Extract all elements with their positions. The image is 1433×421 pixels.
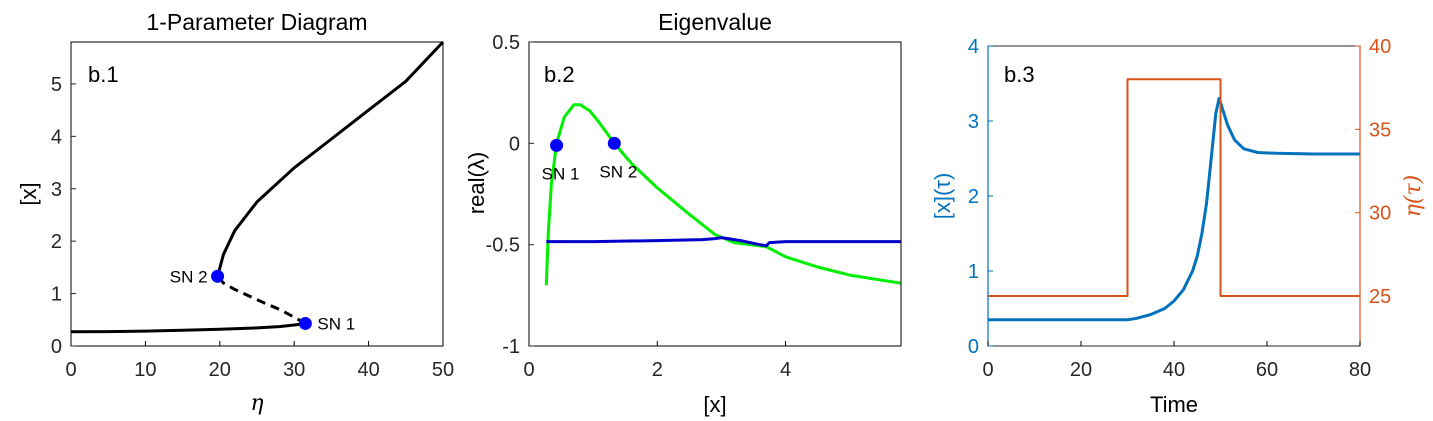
panel3-line-x-response	[988, 97, 1360, 322]
panel1-ytick-label: 4	[51, 126, 62, 148]
panel3-xlabel: Time	[1150, 392, 1198, 417]
panel3-ylabel-left: [x](τ)	[930, 173, 955, 220]
panel1-xtick-label: 20	[209, 359, 231, 381]
panel2-ytick-label: 0	[509, 133, 520, 155]
panel3-left-ytick-label: 4	[968, 36, 979, 58]
panel2-xtick-label: 0	[523, 359, 534, 381]
panel-b3: 0 20 40 60 80 0 1 2 3 4 25 30 35 40 b.3 Time [x](τ) η…	[930, 36, 1426, 417]
panel2-line-eigenvalue-2	[546, 236, 901, 248]
panel2-ytick-label: 0.5	[492, 32, 520, 54]
panel1-point-sn2	[211, 269, 225, 283]
panel1-ytick-label: 0	[51, 336, 62, 358]
panel1-ytick-label: 2	[51, 231, 62, 253]
panel1-label: b.1	[88, 62, 119, 87]
panel2-ticks: 0 2 4 -1 -0.5 0 0.5	[486, 32, 792, 381]
panel1-xlabel: η	[250, 391, 263, 416]
panel1-line-stable-upper	[216, 40, 445, 277]
panel1-xtick-label: 30	[283, 359, 305, 381]
panel2-label: b.2	[544, 62, 575, 87]
panel2-point-sn2	[607, 136, 621, 150]
panel2-axes-box	[528, 41, 902, 347]
panel3-left-ytick-label: 2	[968, 186, 979, 208]
panel1-axes-box	[70, 41, 444, 347]
panel1-point-label: SN 1	[317, 314, 355, 333]
panel1-line-unstable	[216, 275, 307, 325]
panel1-xtick-label: 50	[432, 359, 454, 381]
panel1-point-sn1	[298, 316, 312, 330]
panel1-ylabel: [x]	[16, 182, 41, 205]
panel2-xlabel: [x]	[703, 392, 726, 417]
panel1-ticks: 0 10 20 30 40 50 0 1 2 3 4 5	[51, 74, 454, 381]
panel3-left-ytick-label: 1	[968, 261, 979, 283]
panel3-left-ytick-label: 0	[968, 336, 979, 358]
panel1-title: 1-Parameter Diagram	[146, 9, 367, 35]
panel2-line-eigenvalue-1	[544, 103, 902, 286]
panel-b1: 1-Parameter Diagram SN 1SN 2 0 10 20 30 40 50…	[16, 9, 454, 416]
panel3-right-ytick-label: 35	[1369, 119, 1391, 141]
panel3-right-ytick-label: 40	[1369, 36, 1391, 58]
panel1-ytick-label: 5	[51, 74, 62, 96]
panel1-line-stable-lower	[70, 322, 306, 334]
panel2-point-sn1	[550, 138, 564, 152]
panel3-right-ytick-label: 25	[1369, 286, 1391, 308]
panel1-ytick-label: 1	[51, 284, 62, 306]
panel2-xtick-label: 2	[652, 359, 663, 381]
panel3-xtick-label: 0	[982, 359, 993, 381]
panel3-plot-lines	[988, 78, 1360, 322]
panel3-line-eta-input	[988, 78, 1360, 297]
panel3-right-ytick-label: 30	[1369, 203, 1391, 225]
panel2-ytick-label: -1	[502, 336, 520, 358]
panel1-xtick-label: 40	[357, 359, 379, 381]
panel3-ticks: 0 20 40 60 80 0 1 2 3 4 25 30 35 40	[968, 36, 1391, 381]
panel1-xtick-label: 10	[134, 359, 156, 381]
panel2-plot-lines: SN 1 SN 2	[542, 103, 902, 286]
panel2-title: Eigenvalue	[658, 9, 772, 35]
panel1-ytick-label: 3	[51, 179, 62, 201]
panel3-xtick-label: 60	[1256, 359, 1278, 381]
panel2-point-label: SN 2	[599, 162, 637, 181]
panel3-xtick-label: 80	[1349, 359, 1371, 381]
panel3-left-ytick-label: 3	[968, 111, 979, 133]
panel-b2: Eigenvalue SN 1 SN 2 0 2 4 -1 -0.5 0 0.5 b.2 [x…	[464, 9, 902, 417]
panel3-xtick-label: 40	[1163, 359, 1185, 381]
panel1-plot-lines: SN 1 SN 2	[70, 40, 445, 334]
panel2-xtick-label: 4	[780, 359, 791, 381]
panel3-label: b.3	[1004, 62, 1035, 87]
panel3-xtick-label: 20	[1070, 359, 1092, 381]
panel2-point-label: SN 1	[542, 164, 580, 183]
panel3-ylabel-right: η(τ)	[1401, 175, 1426, 218]
panel2-ylabel: real(λ)	[464, 152, 489, 214]
panel2-ytick-label: -0.5	[486, 235, 520, 257]
panel1-xtick-label: 0	[65, 359, 76, 381]
panel1-point-label: SN 2	[170, 267, 208, 286]
